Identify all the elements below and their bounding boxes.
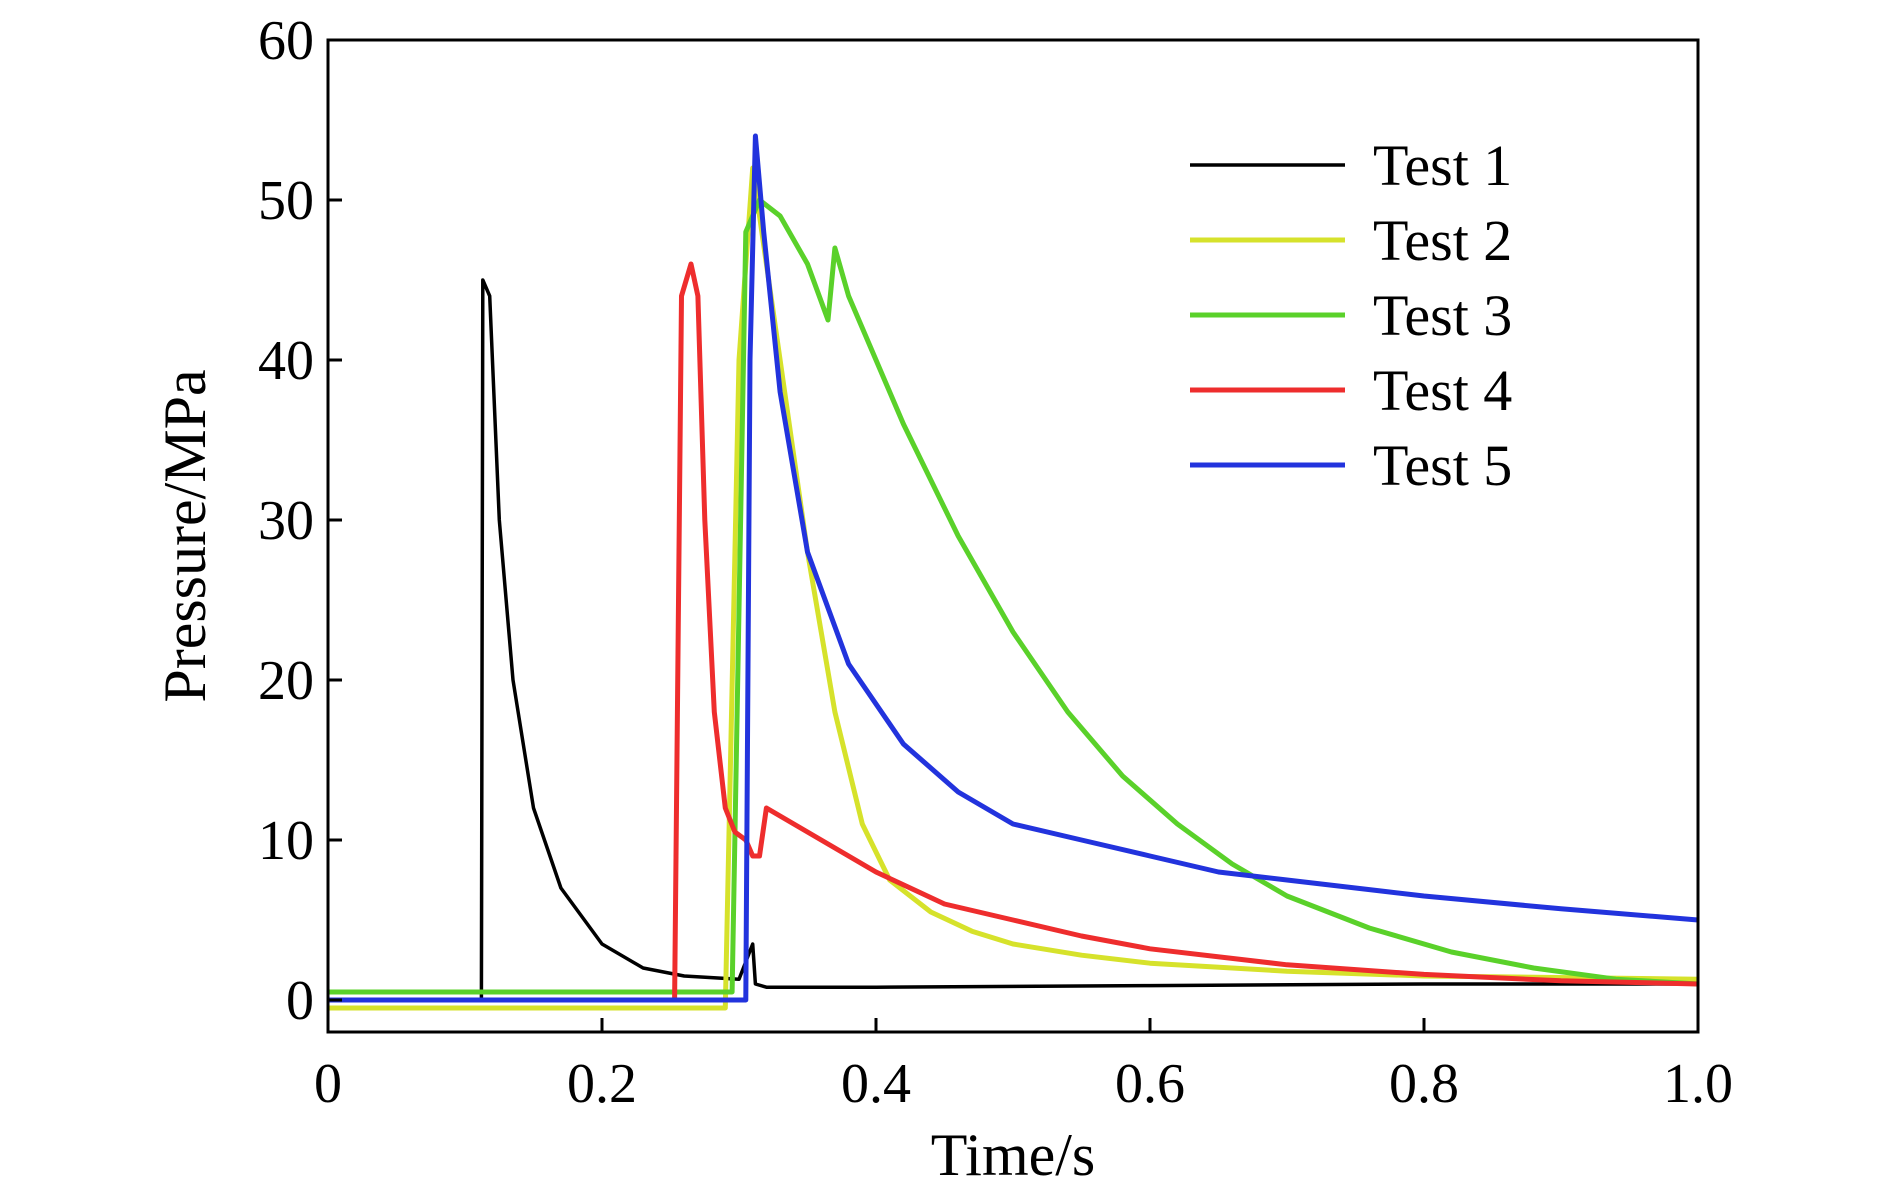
- y-tick-label: 40: [258, 330, 314, 392]
- x-tick-label: 0.2: [567, 1053, 637, 1115]
- y-tick-label: 30: [258, 490, 314, 552]
- x-tick-label: 0: [314, 1053, 342, 1115]
- legend: Test 1 Test 2 Test 3 Test 4 Test 5: [1190, 133, 1512, 498]
- legend-label: Test 1: [1373, 133, 1512, 198]
- legend-label: Test 2: [1373, 208, 1512, 273]
- x-axis-label: Time/s: [931, 1122, 1096, 1188]
- y-tick-label: 20: [258, 650, 314, 712]
- legend-label: Test 5: [1373, 433, 1512, 498]
- plot-frame: [326, 38, 1700, 1034]
- x-tick-label: 0.4: [841, 1053, 911, 1115]
- x-tick-label: 1.0: [1663, 1053, 1733, 1115]
- y-tick-label: 60: [258, 10, 314, 72]
- y-tick-label: 0: [286, 970, 314, 1032]
- series-line-1: [328, 278, 1698, 1002]
- y-axis-label: Pressure/MPa: [152, 369, 218, 702]
- x-tick-label: 0.6: [1115, 1053, 1185, 1115]
- y-axis-ticks: 0 10 20 30 40 50 60: [258, 10, 342, 1032]
- series-layer: [328, 133, 1699, 1011]
- series-line-4: [328, 261, 1699, 1003]
- y-tick-label: 50: [258, 170, 314, 232]
- x-axis-ticks: 0 0.2 0.4 0.6 0.8 1.0: [314, 1018, 1733, 1115]
- series-line-5: [328, 133, 1699, 1003]
- series-line-3: [328, 197, 1699, 995]
- legend-label: Test 3: [1373, 283, 1512, 348]
- x-tick-label: 0.8: [1389, 1053, 1459, 1115]
- y-tick-label: 10: [258, 810, 314, 872]
- legend-label: Test 4: [1373, 358, 1512, 423]
